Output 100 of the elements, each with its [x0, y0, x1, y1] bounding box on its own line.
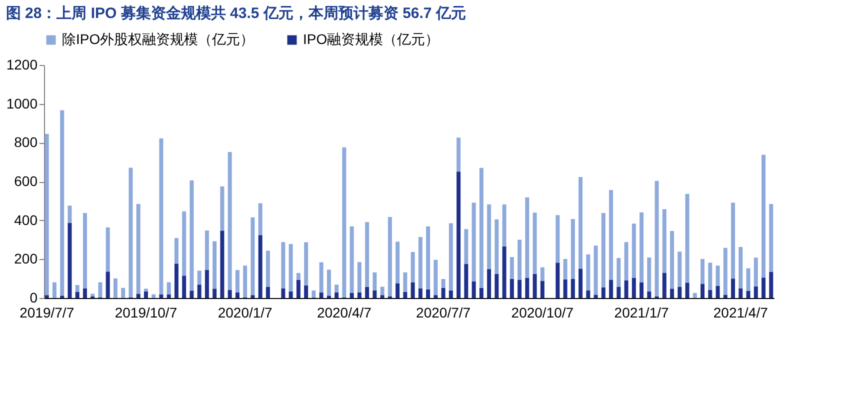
bar [396, 283, 400, 298]
bar [319, 262, 324, 292]
bar [540, 267, 544, 281]
bar [700, 284, 705, 298]
bar [769, 204, 774, 272]
bar [90, 294, 95, 296]
bar [647, 257, 652, 292]
bar [723, 248, 728, 295]
bar [235, 270, 240, 292]
bar [662, 209, 666, 273]
bar [418, 288, 422, 298]
bar [456, 172, 461, 298]
bar [556, 215, 560, 263]
bar [152, 294, 156, 298]
bar [448, 223, 453, 290]
bar [190, 180, 194, 291]
bar [235, 292, 240, 298]
bar [746, 268, 750, 292]
bar [434, 260, 438, 296]
bar [350, 292, 354, 298]
bar [136, 294, 140, 298]
bar [487, 269, 492, 298]
bar [166, 282, 171, 294]
bar [312, 290, 316, 298]
y-tick-label: 1000 [6, 95, 38, 112]
bar [396, 242, 400, 284]
bar [563, 279, 568, 298]
bar [296, 272, 300, 280]
bar [708, 262, 712, 290]
x-tick-label: 2020/7/7 [416, 304, 471, 320]
bar [518, 240, 522, 280]
bar [357, 262, 362, 292]
bar [723, 294, 728, 298]
bar [113, 278, 118, 298]
bar [204, 270, 209, 298]
bar [762, 278, 766, 298]
bar [106, 227, 110, 272]
bar [174, 264, 178, 298]
bar [52, 282, 56, 298]
bar [410, 252, 415, 282]
bar [578, 177, 583, 269]
bar [266, 286, 270, 298]
bar [212, 241, 217, 289]
bar [563, 258, 568, 280]
bar [220, 186, 224, 231]
bar [685, 282, 690, 298]
bar [182, 276, 186, 298]
bar [82, 212, 87, 288]
y-tick-label: 0 [30, 290, 38, 306]
bar [144, 291, 148, 298]
x-tick-label: 2021/4/7 [713, 304, 768, 320]
bar [426, 289, 430, 298]
bar [692, 292, 697, 298]
bar [250, 295, 255, 298]
bar [388, 217, 392, 296]
bar [326, 270, 331, 296]
bar [754, 286, 758, 298]
bar [448, 290, 453, 298]
bar [159, 138, 164, 294]
bar [159, 294, 164, 298]
bar [403, 292, 408, 298]
bar [754, 258, 758, 286]
bar [601, 287, 606, 298]
bar [472, 202, 476, 282]
bar [380, 295, 384, 298]
bar [82, 288, 87, 298]
bar [532, 212, 537, 274]
bar [350, 226, 354, 293]
bar [578, 268, 583, 298]
bar [281, 242, 286, 288]
bar [479, 288, 484, 298]
bar [281, 288, 286, 298]
bar [403, 272, 408, 292]
bar [228, 290, 232, 298]
x-tick-label: 2019/10/7 [114, 304, 178, 320]
bar [594, 294, 598, 298]
bar [334, 292, 339, 298]
bar [166, 294, 171, 298]
bar [304, 242, 308, 286]
bar [624, 242, 628, 280]
y-tick-label: 800 [14, 134, 38, 150]
x-tick-label: 2019/7/7 [20, 304, 74, 320]
x-tick-label: 2021/1/7 [614, 304, 669, 320]
bar [250, 217, 255, 296]
bar [662, 272, 666, 298]
bar [296, 280, 300, 298]
y-tick-label: 1200 [6, 56, 38, 72]
x-tick-label: 2020/4/7 [316, 304, 372, 320]
bar [678, 286, 682, 298]
bar [570, 278, 575, 298]
bar [288, 291, 293, 298]
bar [319, 292, 324, 298]
y-tick-label: 400 [14, 212, 38, 228]
bar [624, 280, 628, 298]
bar [738, 288, 743, 298]
bar [640, 282, 644, 298]
bar [494, 274, 499, 298]
bar [685, 194, 690, 283]
bar [532, 274, 537, 298]
bar [212, 288, 217, 298]
